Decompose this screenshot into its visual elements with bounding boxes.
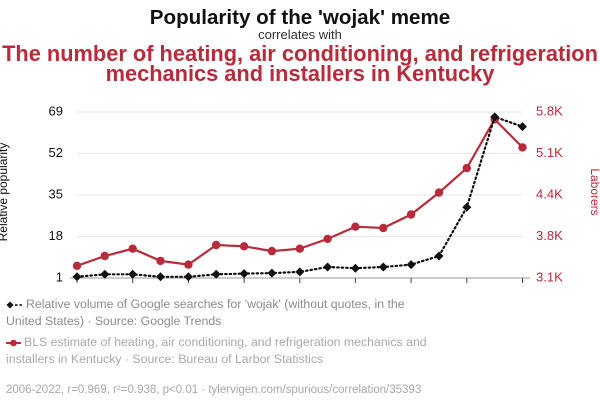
svg-text:1: 1 xyxy=(56,270,63,285)
svg-text:5.1K: 5.1K xyxy=(536,145,563,160)
svg-text:52: 52 xyxy=(49,145,63,160)
svg-text:35: 35 xyxy=(49,187,63,202)
svg-text:3.8K: 3.8K xyxy=(536,228,563,243)
svg-text:5.8K: 5.8K xyxy=(536,104,563,119)
svg-text:4.4K: 4.4K xyxy=(536,187,563,202)
svg-text:18: 18 xyxy=(49,228,63,243)
svg-text:3.1K: 3.1K xyxy=(536,270,563,285)
svg-text:69: 69 xyxy=(49,104,63,119)
